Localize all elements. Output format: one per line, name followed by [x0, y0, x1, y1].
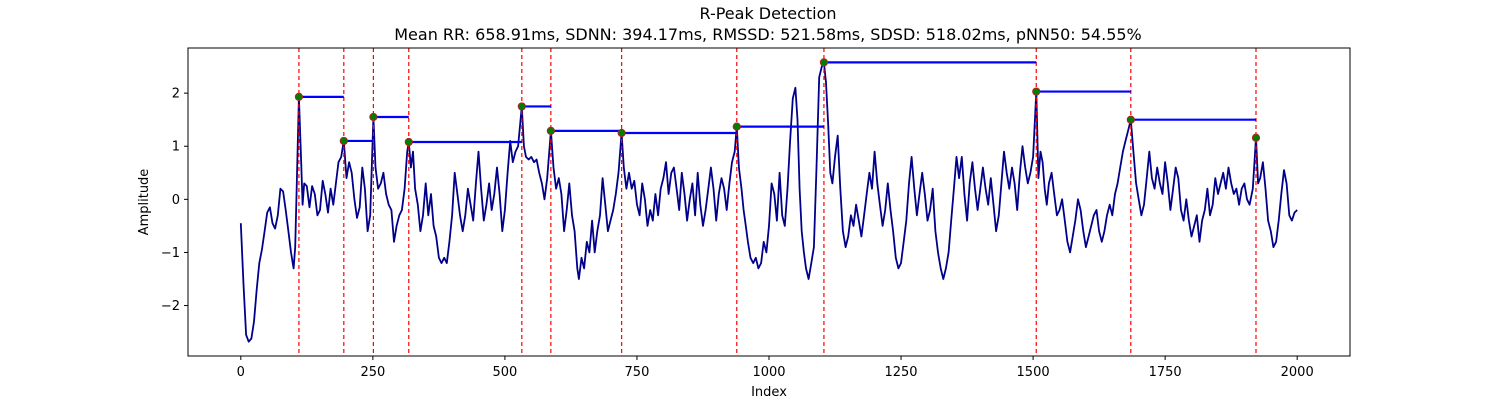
signal-line [239, 61, 1298, 343]
peak-marker-10 [1032, 87, 1041, 96]
x-tick-label: 750 [625, 365, 650, 380]
x-tick-label: 1250 [884, 365, 917, 380]
peak-marker-2 [339, 136, 348, 146]
plot-area [239, 48, 1298, 356]
y-tick-label: 0 [172, 193, 180, 208]
peak-marker-3 [369, 112, 378, 122]
peak-marker-7 [617, 128, 626, 138]
y-tick-label: −2 [161, 299, 180, 314]
peak-marker-1 [294, 92, 304, 101]
x-axis-ticks: 0 250 500 750 1000 1250 1500 1750 2000 [237, 356, 1314, 380]
axes-frame [187, 47, 1351, 357]
x-tick-label: 500 [492, 365, 517, 380]
peak-marker-11 [1126, 115, 1135, 124]
chart-title: R-Peak Detection [699, 4, 836, 23]
x-tick-label: 0 [237, 365, 245, 380]
peak-marker-4 [404, 137, 413, 147]
peak-marker-6 [546, 126, 555, 135]
y-tick-label: 1 [172, 140, 180, 155]
y-tick-label: 2 [172, 87, 180, 102]
peak-marker-8 [732, 122, 741, 131]
y-axis-ticks: −2 −1 0 1 2 [161, 87, 188, 314]
x-tick-label: 1500 [1017, 365, 1050, 380]
peak-marker-5 [517, 102, 526, 111]
x-tick-label: 1750 [1149, 365, 1182, 380]
y-tick-label: −1 [161, 246, 180, 261]
x-axis-label: Index [751, 385, 787, 400]
x-tick-label: 250 [360, 365, 385, 380]
peak-marker-12 [1251, 133, 1261, 142]
x-tick-label: 1000 [752, 365, 785, 380]
peak-marker-9 [819, 58, 829, 67]
chart-subtitle: Mean RR: 658.91ms, SDNN: 394.17ms, RMSSD… [394, 25, 1142, 44]
x-tick-label: 2000 [1281, 365, 1314, 380]
y-axis-label: Amplitude [137, 169, 152, 236]
